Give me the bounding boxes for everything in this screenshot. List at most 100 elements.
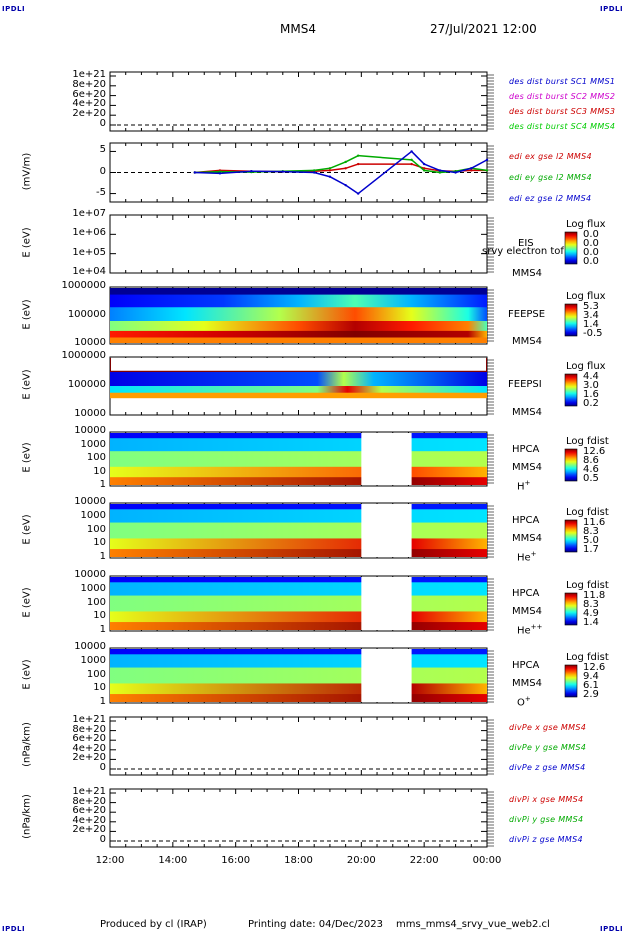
legend-entry: divPi y gse MMS4 xyxy=(509,815,584,824)
legend-entry: edi ey gse l2 MMS4 xyxy=(509,173,592,182)
spectrogram-band xyxy=(110,392,487,399)
legend-entry: divPe y gse MMS4 xyxy=(509,743,587,752)
footer-script-name: mms_mms4_srvy_vue_web2.cl xyxy=(396,919,550,930)
y-tick-label: 10 xyxy=(93,537,106,549)
colorbar-title: Log fdist xyxy=(566,436,609,447)
spectrogram-band xyxy=(110,694,487,702)
edi-point xyxy=(356,192,360,195)
edi-segment xyxy=(357,150,413,195)
y-tick-label: 1 xyxy=(99,696,106,707)
edi-segment xyxy=(411,163,425,169)
y-tick-label: 0 xyxy=(99,118,106,129)
colorbar-title: Log flux xyxy=(566,219,606,230)
spectrogram-band xyxy=(110,330,487,339)
y-tick-label: 2e+20 xyxy=(72,108,106,120)
edi-point xyxy=(470,169,473,172)
y-tick-label: 6e+20 xyxy=(72,805,106,817)
spacecraft-sublabel: MMS4 xyxy=(512,407,542,418)
species-charge: + xyxy=(530,550,537,558)
species-charge: ++ xyxy=(530,623,543,631)
instrument-extra-label: srvy electron tof xyxy=(482,246,564,257)
edi-point xyxy=(438,171,442,174)
legend-entry: edi ez gse l2 MMS4 xyxy=(509,194,592,203)
feepsi-empty-band xyxy=(111,358,486,371)
spectrogram-band xyxy=(110,307,487,322)
corner-label-tr: IPDLI xyxy=(600,5,624,13)
spacecraft-sublabel: MMS4 xyxy=(512,678,542,689)
spectrogram-band xyxy=(110,649,487,656)
y-axis-label: E (eV) xyxy=(21,586,33,618)
spectrogram-band xyxy=(110,549,487,557)
edi-point xyxy=(193,171,197,174)
spectrogram-hpcahe xyxy=(110,504,487,557)
date-title: 27/Jul/2021 12:00 xyxy=(430,22,537,36)
y-tick-label: 10000 xyxy=(74,496,106,507)
spectrogram-band xyxy=(110,294,487,309)
colorbar-value: 8.6 xyxy=(583,455,599,466)
spectrogram-band xyxy=(110,667,487,685)
spacecraft-sublabel: MMS4 xyxy=(512,533,542,544)
time-axis-label: 12:00 xyxy=(95,855,125,866)
edi-point xyxy=(218,172,222,175)
y-tick-label: 8e+20 xyxy=(72,78,106,90)
y-tick-label: -5 xyxy=(96,186,106,198)
instrument-label: HPCA xyxy=(512,588,540,599)
spacecraft-sublabel: MMS4 xyxy=(512,268,542,279)
y-axis-label: E (eV) xyxy=(21,658,33,690)
y-tick-label: 1 xyxy=(99,551,106,562)
colorbar-value: 11.8 xyxy=(583,590,606,601)
instrument-label: EIS xyxy=(518,238,534,249)
y-tick-label: 4e+20 xyxy=(72,814,106,826)
edi-point xyxy=(281,170,284,173)
spacecraft-title: MMS4 xyxy=(280,22,316,36)
corner-label-tl: IPDLI xyxy=(2,5,26,13)
y-tick-label: 8e+20 xyxy=(72,723,106,735)
spectrogram-band xyxy=(110,577,487,584)
instrument-label: HPCA xyxy=(512,444,540,455)
y-tick-label: 1e+07 xyxy=(72,208,106,219)
y-tick-label: 5 xyxy=(99,144,106,156)
y-tick-label: 100000 xyxy=(67,379,106,390)
spectrogram-band xyxy=(110,611,487,624)
colorbar-value: 5.3 xyxy=(583,301,599,312)
colorbar xyxy=(564,592,578,626)
y-tick-label: 6e+20 xyxy=(72,733,106,745)
footer-printing-date: Printing date: 04/Dec/2023 xyxy=(248,919,384,930)
colorbar-value: 0.0 xyxy=(583,229,599,240)
colorbar-value: 12.6 xyxy=(583,446,606,457)
colorbar xyxy=(564,303,578,337)
spectrogram-band xyxy=(110,451,487,468)
spectrogram-band xyxy=(110,504,487,511)
y-axis-label: E (eV) xyxy=(21,298,33,330)
y-tick-label: 6e+20 xyxy=(72,88,106,100)
species-label: He+ xyxy=(517,550,537,564)
y-tick-label: 1000000 xyxy=(61,280,106,291)
edi-point xyxy=(422,162,426,166)
colorbar-value: 1.6 xyxy=(583,389,599,400)
spectrogram-band xyxy=(110,595,487,613)
species-charge: + xyxy=(524,479,531,487)
colorbar-value: 9.4 xyxy=(583,671,599,682)
spectrogram-band xyxy=(110,433,487,440)
y-tick-label: 0 xyxy=(99,165,106,177)
data-gap xyxy=(361,504,412,557)
spectrogram-band xyxy=(110,372,487,387)
colorbar-title: Log fdist xyxy=(566,652,609,663)
edi-point xyxy=(328,175,332,178)
edi-point xyxy=(344,160,347,164)
spectrogram-band xyxy=(110,466,487,479)
y-tick-label: 8e+20 xyxy=(72,795,106,807)
instrument-label: FEEPSI xyxy=(508,379,542,390)
colorbar-value: 5.0 xyxy=(583,535,599,546)
edi-point xyxy=(470,167,473,170)
edi-segment xyxy=(471,167,488,172)
y-tick-label: 0 xyxy=(99,762,106,773)
edi-point xyxy=(313,169,316,172)
species-label: H+ xyxy=(517,479,531,493)
y-tick-label: 1e+06 xyxy=(72,227,106,239)
edi-point xyxy=(328,167,332,170)
edi-segment xyxy=(314,167,331,172)
panel-frame-p10 xyxy=(109,716,488,776)
y-axis-label: (nPa/km) xyxy=(21,794,33,839)
spectrogram-band xyxy=(110,386,487,394)
